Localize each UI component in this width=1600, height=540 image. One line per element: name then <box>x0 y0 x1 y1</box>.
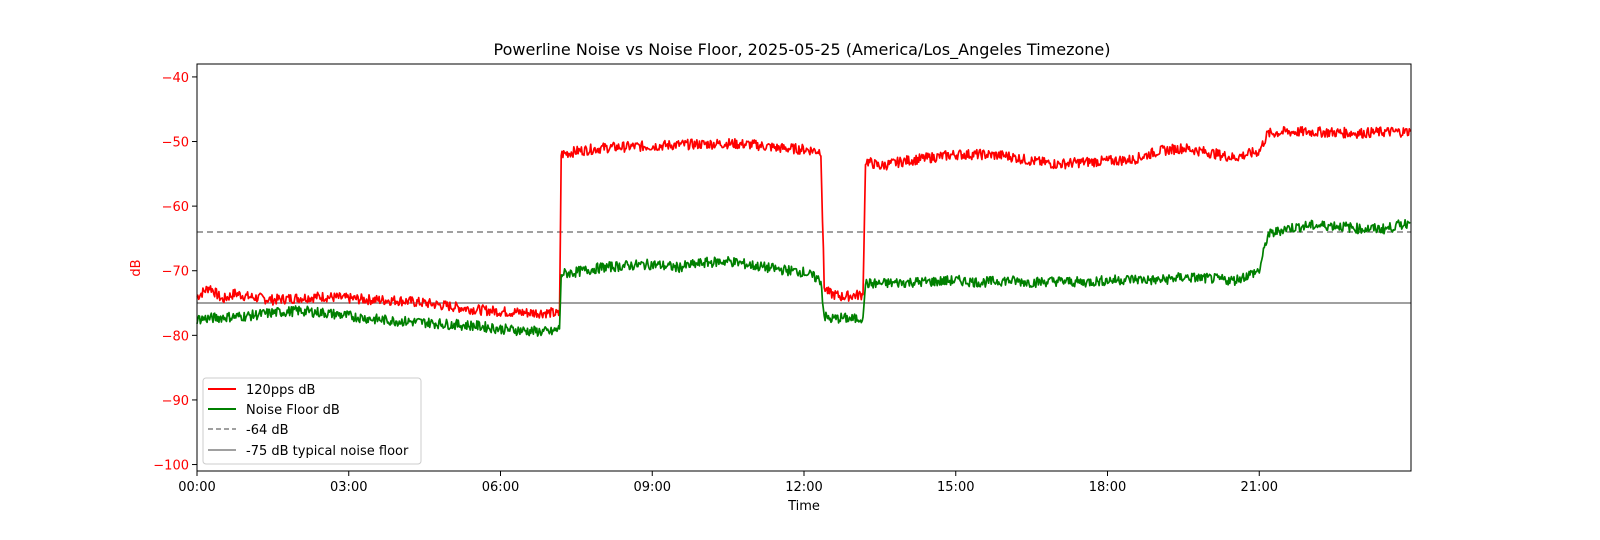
y-tick-label: −100 <box>153 459 189 474</box>
x-tick-label: 15:00 <box>937 480 974 495</box>
y-axis: −40 −50 −60 −70 −80 −90 −100 <box>153 71 197 474</box>
x-tick-label: 09:00 <box>634 480 671 495</box>
series-line-0 <box>196 125 1412 319</box>
y-tick-label: −50 <box>162 136 189 151</box>
series-lines <box>196 125 1412 337</box>
chart-title: Powerline Noise vs Noise Floor, 2025-05-… <box>494 40 1111 60</box>
y-tick-label: −90 <box>162 394 189 409</box>
x-tick-label: 06:00 <box>482 480 519 495</box>
legend-label-noise-floor: Noise Floor dB <box>246 403 340 418</box>
x-tick-label: 03:00 <box>330 480 367 495</box>
x-tick-label: 12:00 <box>785 480 822 495</box>
y-tick-label: −80 <box>162 329 189 344</box>
series-line-1 <box>196 218 1411 337</box>
x-axis: 00:00 03:00 06:00 09:00 12:00 15:00 18:00 21:00 <box>178 471 1278 495</box>
y-axis-label: dB <box>129 259 144 276</box>
x-tick-label: 18:00 <box>1089 480 1126 495</box>
y-tick-label: −60 <box>162 200 189 215</box>
x-tick-label: 00:00 <box>178 480 215 495</box>
y-tick-label: −70 <box>162 265 189 280</box>
x-axis-label: Time <box>787 499 820 514</box>
legend: 120pps dB Noise Floor dB -64 dB -75 dB t… <box>202 377 422 465</box>
legend-box <box>202 377 422 465</box>
y-tick-label: −40 <box>162 71 189 86</box>
legend-label-minus-64: -64 dB <box>246 423 289 438</box>
legend-label-120pps: 120pps dB <box>246 383 315 398</box>
x-tick-label: 21:00 <box>1241 480 1278 495</box>
legend-label-minus-75: -75 dB typical noise floor <box>246 444 409 459</box>
